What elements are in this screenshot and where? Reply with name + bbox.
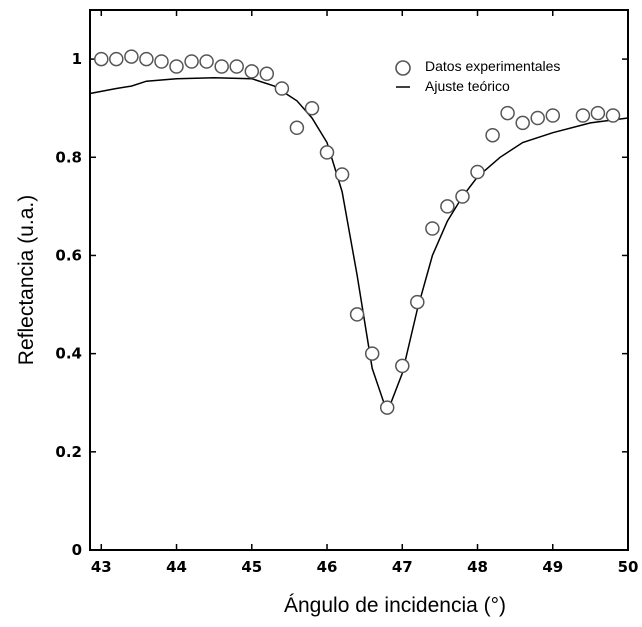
data-point	[364, 346, 380, 361]
data-point	[545, 108, 561, 123]
plot-frame	[89, 9, 629, 551]
x-tick-label: 48	[467, 558, 488, 576]
data-point	[109, 51, 124, 67]
y-axis-title: Reflectancia (u.a.)	[15, 195, 38, 365]
data-point	[214, 59, 229, 74]
data-point	[169, 59, 184, 74]
x-tick-label: 43	[91, 558, 112, 576]
data-point	[289, 120, 305, 136]
data-point	[94, 51, 109, 67]
data-point	[259, 66, 275, 82]
legend: Datos experimentales Ajuste teórico	[395, 58, 560, 94]
data-point	[395, 358, 410, 374]
x-tick-label: 45	[241, 558, 262, 576]
data-point	[274, 81, 290, 96]
data-point	[199, 54, 214, 69]
data-point	[139, 51, 154, 67]
series-layer	[89, 49, 629, 415]
x-tick-label: 49	[542, 558, 563, 576]
data-point	[379, 400, 395, 415]
data-point	[470, 164, 485, 180]
x-tick-label: 44	[166, 558, 187, 576]
data-point	[334, 167, 350, 182]
data-point	[244, 64, 260, 79]
data-point	[425, 221, 440, 236]
y-tick-label: 0.4	[55, 345, 82, 363]
series-line-theoretical	[89, 76, 629, 415]
data-point	[515, 115, 530, 131]
y-tick-label: 0	[72, 541, 82, 559]
y-tick-label: 0.2	[55, 443, 82, 461]
data-point	[485, 127, 500, 143]
x-tick-label: 46	[317, 558, 338, 576]
data-point	[605, 108, 621, 123]
y-tick-label: 0.8	[55, 148, 82, 166]
tick-labels: 43 44 45 46 47 48 49 50 0 0.2 0.4 0.6 0.8 1	[55, 50, 638, 576]
ticks	[90, 10, 629, 551]
data-point	[455, 189, 470, 204]
data-point	[319, 145, 335, 160]
data-point	[440, 199, 455, 214]
data-point	[410, 294, 425, 310]
data-point	[124, 49, 139, 64]
legend-label-theoretical: Ajuste teórico	[425, 78, 510, 94]
legend-marker-experimental	[395, 60, 411, 76]
x-tick-label: 47	[392, 558, 413, 576]
data-point	[530, 110, 545, 126]
data-point	[154, 54, 169, 69]
x-tick-label: 50	[618, 558, 639, 576]
data-point	[500, 105, 515, 121]
y-tick-label: 1	[72, 50, 82, 68]
data-point	[229, 59, 244, 74]
legend-label-experimental: Datos experimentales	[425, 58, 560, 74]
data-point	[184, 54, 199, 69]
data-point	[349, 307, 365, 322]
data-point	[575, 108, 591, 123]
data-point	[304, 100, 320, 116]
y-tick-label: 0.6	[55, 246, 82, 264]
x-axis-title: Ángulo de incidencia (°)	[284, 594, 506, 617]
data-point	[590, 105, 606, 121]
